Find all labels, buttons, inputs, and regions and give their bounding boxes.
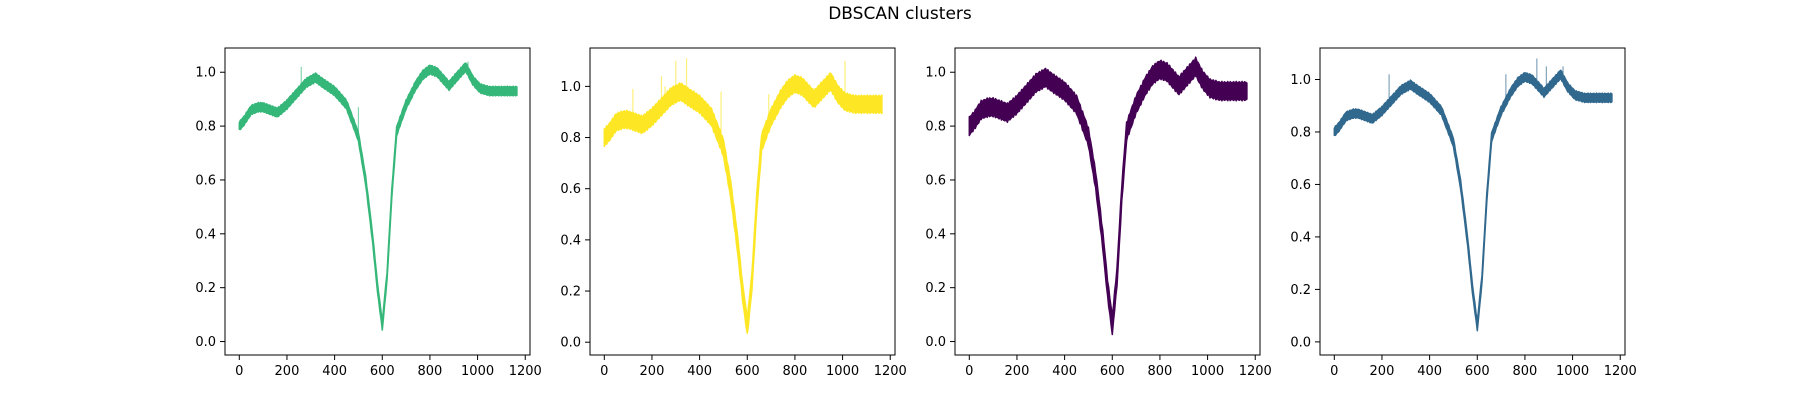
y-tick-label: 0.4: [560, 233, 581, 248]
y-tick-label: 0.0: [1290, 335, 1311, 350]
x-tick-label: 200: [1005, 364, 1030, 379]
y-tick-label: 1.0: [560, 80, 581, 95]
axes-frame-4: [1319, 47, 1626, 356]
subplot-3: 0 200 400 600 800 1000 1200 0.0 0.2 0.4 0.6 0.8 1.0: [925, 47, 1272, 379]
y-tick-label: 0.0: [195, 335, 216, 350]
x-tick-label: 200: [1370, 364, 1395, 379]
x-tick-label: 1200: [1604, 364, 1637, 379]
y-tick-label: 0.6: [195, 173, 216, 188]
series-band-2: [603, 72, 883, 334]
x-tick-label: 600: [1465, 364, 1490, 379]
x-tick-label: 400: [322, 364, 347, 379]
y-tick-label: 0.0: [560, 336, 581, 351]
y-tick-label: 0.4: [925, 227, 946, 242]
subplot-1: 0 200 400 600 800 1000 1200 0.0 0.2 0.4 0.6 0.8 1.0: [195, 47, 542, 379]
y-tick-label: 0.8: [925, 120, 946, 135]
axes-frame-2: [589, 47, 896, 356]
figure-title: DBSCAN clusters: [828, 4, 972, 24]
y-tick-label: 0.2: [560, 285, 581, 300]
x-tick-label: 600: [1100, 364, 1125, 379]
y-tick-label: 1.0: [195, 66, 216, 81]
y-tick-label: 0.8: [560, 131, 581, 146]
x-tick-label: 0: [600, 364, 608, 379]
x-tick-label: 400: [1052, 364, 1077, 379]
series-band-4: [1333, 69, 1613, 332]
x-tick-label: 800: [418, 364, 443, 379]
x-tick-label: 1000: [1556, 364, 1589, 379]
series-band-3: [968, 56, 1248, 336]
x-tick-label: 400: [1417, 364, 1442, 379]
series-band-1: [238, 62, 518, 331]
x-tick-label: 1200: [1239, 364, 1272, 379]
y-tick-label: 0.8: [195, 120, 216, 135]
x-tick-label: 1000: [826, 364, 859, 379]
x-tick-label: 800: [1513, 364, 1538, 379]
x-tick-label: 800: [783, 364, 808, 379]
x-tick-label: 400: [687, 364, 712, 379]
x-tick-label: 800: [1148, 364, 1173, 379]
axes-frame-1: [224, 47, 531, 356]
axes-frame-3: [954, 47, 1261, 356]
y-tick-label: 0.6: [1290, 178, 1311, 193]
x-tick-label: 200: [640, 364, 665, 379]
x-tick-label: 0: [965, 364, 973, 379]
x-tick-label: 0: [1330, 364, 1338, 379]
y-tick-label: 0.6: [925, 173, 946, 188]
y-tick-label: 0.8: [1290, 125, 1311, 140]
x-tick-label: 600: [735, 364, 760, 379]
x-tick-label: 1000: [1191, 364, 1224, 379]
y-tick-label: 0.4: [1290, 230, 1311, 245]
x-tick-label: 0: [235, 364, 243, 379]
subplot-2: 0 200 400 600 800 1000 1200 0.0 0.2 0.4 0.6 0.8 1.0: [560, 47, 907, 379]
x-tick-label: 1200: [874, 364, 907, 379]
x-tick-label: 600: [370, 364, 395, 379]
y-tick-label: 0.2: [1290, 283, 1311, 298]
y-tick-label: 1.0: [925, 66, 946, 81]
y-tick-label: 0.0: [925, 335, 946, 350]
x-tick-label: 200: [275, 364, 300, 379]
x-tick-label: 1000: [461, 364, 494, 379]
subplot-4: 0 200 400 600 800 1000 1200 0.0 0.2 0.4 0.6 0.8 1.0: [1290, 47, 1637, 379]
y-tick-label: 0.2: [195, 281, 216, 296]
y-tick-label: 0.6: [560, 182, 581, 197]
x-tick-label: 1200: [509, 364, 542, 379]
y-tick-label: 0.2: [925, 281, 946, 296]
y-tick-label: 0.4: [195, 227, 216, 242]
y-tick-label: 1.0: [1290, 73, 1311, 88]
